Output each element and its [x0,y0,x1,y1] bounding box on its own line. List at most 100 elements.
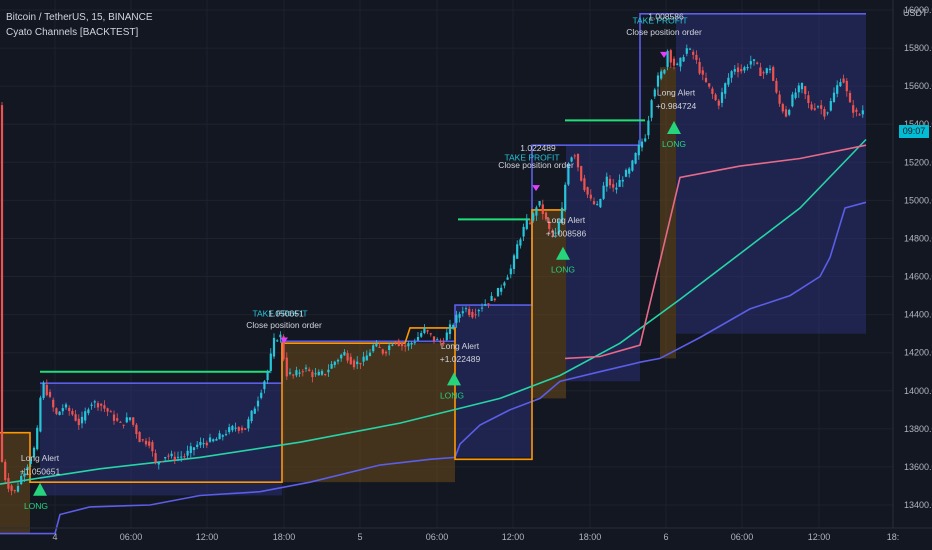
candle-body [528,222,532,224]
candle-body [160,461,164,463]
candle-body [378,346,381,348]
candle-body [317,371,320,376]
price-tick-label: 15800.00 [904,43,932,53]
candle-body [250,410,253,422]
candle-body [743,67,746,71]
annotation-label: Long Alert [21,453,60,463]
time-tick-label: 06:00 [426,532,449,542]
candle-body [7,478,10,489]
price-tick-label: 14200.00 [904,348,932,358]
candle-body [218,433,221,440]
candle-body [765,68,768,74]
candle-body [384,351,388,354]
candle-body [544,212,548,220]
candle-body [759,67,762,76]
candle-body [724,83,727,94]
candle-body [288,372,292,374]
candle-body [55,408,58,414]
candle-body [349,356,352,365]
candle-body [301,371,304,373]
candle-body [397,340,400,346]
candle-body [701,70,704,75]
candle-body [391,344,394,346]
candle-body [461,311,464,314]
candle-body [356,361,359,365]
candle-body [740,69,743,72]
candle-body [855,109,858,112]
annotation-label: LONG [662,139,686,149]
candle-body [116,418,119,421]
candle-body [826,112,829,114]
candle-body [404,345,407,347]
symbol-title[interactable]: Bitcoin / TetherUS, 15, BINANCE [6,12,153,23]
candle-body [416,337,420,341]
time-tick-label: 12:00 [502,532,525,542]
time-tick-label: 18: [887,532,900,542]
candle-body [212,439,215,442]
candle-body [23,473,26,477]
candle-body [624,170,628,177]
candle-body [471,311,474,318]
candle-body [333,361,336,365]
candle-body [68,407,71,411]
candle-body [852,105,855,113]
candle-body [167,455,170,457]
time-tick-label: 12:00 [196,532,219,542]
price-axis[interactable]: 13400.00 13600.00 13800.00 14000.00 14200.00… [892,0,932,550]
candle-body [298,372,301,374]
candle-body [621,179,624,182]
candle-body [234,427,237,429]
annotation-label: LONG [551,265,575,275]
candle-body [208,437,212,442]
candle-body [228,427,231,433]
price-axis-bg [893,0,932,550]
candle-body [695,54,698,60]
candle-body [442,342,445,344]
candle-body [32,447,36,458]
candle-body [157,462,160,465]
candle-body [192,447,196,450]
annotation-label: LONG [24,501,48,511]
candle-body [141,439,144,441]
indicator-line-0 [0,201,867,535]
candle-body [580,166,583,181]
candle-body [311,371,314,378]
candle-body [48,391,52,397]
candle-body [564,184,567,210]
candle-body [423,328,426,334]
time-tick-label: 4 [52,532,57,542]
candle-body [164,457,167,459]
candle-body [736,67,740,73]
indicator-name[interactable]: Cyato Channels [BACKTEST] [6,27,139,38]
time-axis[interactable]: 4 06:00 12:00 18:00 5 06:00 12:00 18:00 6 06:00 12… [0,527,932,542]
candle-body [151,442,154,452]
candle-body [109,411,112,413]
candle-body [138,432,141,443]
candle-body [445,332,448,341]
candle-body [410,342,413,345]
candle-body [448,324,452,335]
candle-body [660,71,663,79]
price-tick-label: 14800.00 [904,233,932,243]
candle-body [359,362,362,365]
candle-body [573,155,576,157]
long-signal-triangle [667,121,681,135]
candle-body [176,456,180,458]
candle-body [36,427,39,450]
candle-body [762,72,765,74]
candle-body [586,187,589,195]
candle-body [71,410,74,415]
currency-unit[interactable]: USDT [903,8,928,18]
price-tick-label: 15400.00 [904,119,932,129]
candle-body [468,308,471,316]
candle-body [420,333,423,337]
candle-body [240,427,244,431]
candle-body [106,408,109,412]
channel-fills [0,13,866,534]
candle-body [119,421,122,423]
candle-body [839,82,842,87]
channel-fill [532,209,566,399]
channel-fill [40,383,282,496]
candle-body [304,367,308,369]
